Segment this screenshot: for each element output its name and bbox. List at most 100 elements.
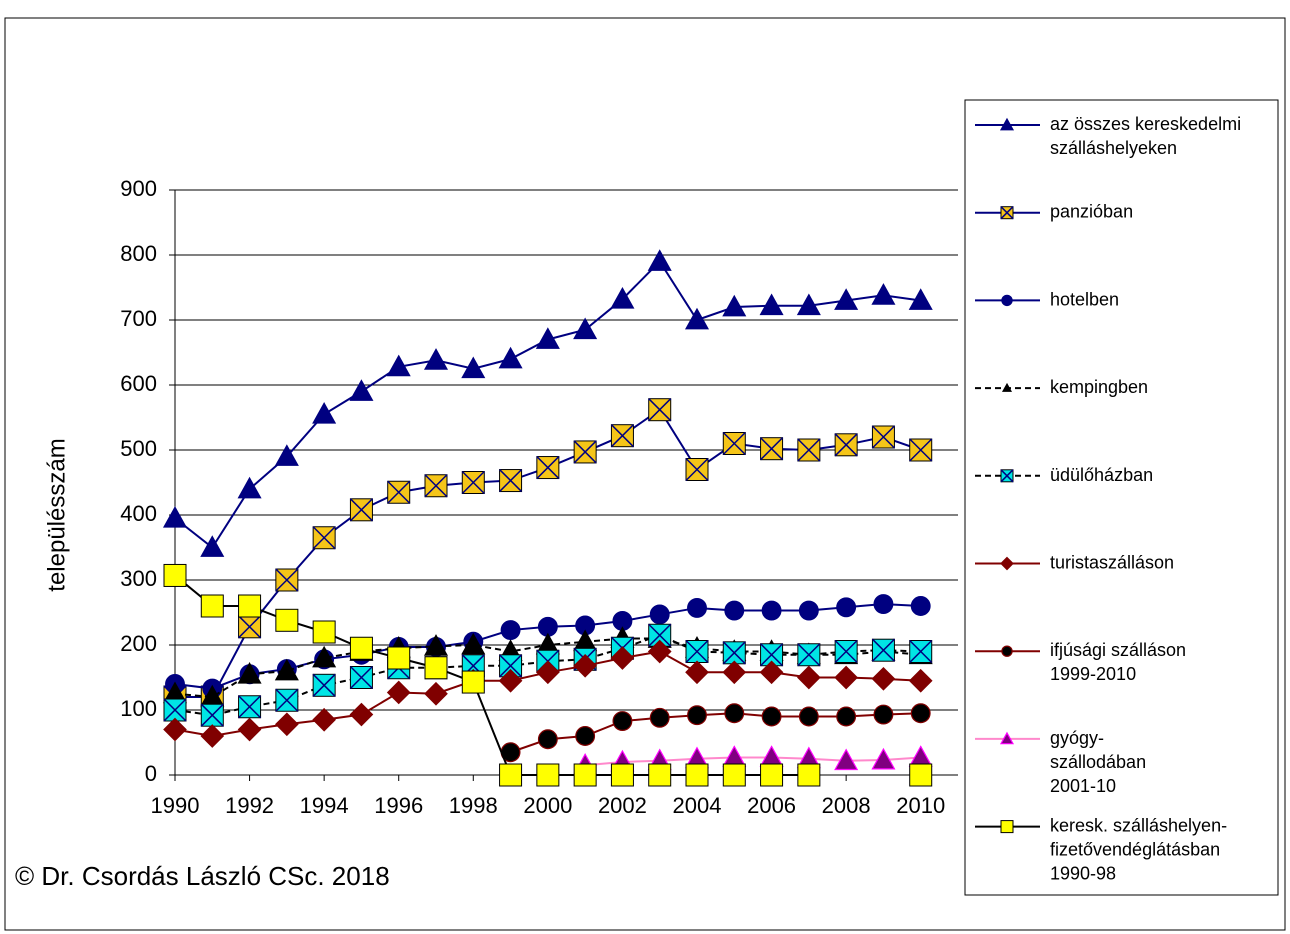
marker	[834, 748, 859, 771]
marker	[424, 474, 448, 498]
marker	[999, 731, 1015, 745]
marker-cross	[797, 438, 821, 462]
marker	[163, 698, 187, 722]
marker	[797, 763, 821, 787]
marker	[612, 711, 633, 732]
marker	[685, 660, 709, 685]
marker	[724, 703, 745, 724]
marker	[1001, 382, 1013, 392]
marker-cross	[312, 673, 336, 697]
marker	[573, 653, 597, 678]
marker	[237, 476, 262, 499]
marker	[461, 632, 486, 655]
marker	[237, 717, 262, 742]
marker-cross	[685, 639, 709, 664]
marker-box	[610, 763, 634, 787]
marker	[759, 293, 784, 316]
marker	[275, 608, 299, 632]
marker	[499, 469, 523, 493]
marker-cross	[871, 638, 895, 662]
marker-cross	[499, 654, 523, 678]
marker	[908, 668, 933, 693]
marker	[871, 638, 895, 662]
marker	[162, 506, 188, 528]
frame	[4, 17, 1286, 931]
x-tick-label: 1996	[374, 793, 423, 818]
legend-label: ifjúsági szálláson 1999-2010	[1050, 640, 1186, 684]
marker	[649, 707, 670, 728]
legend-label: üdülőházban	[1050, 465, 1153, 485]
marker-cross	[349, 498, 373, 522]
marker	[238, 594, 262, 618]
marker	[834, 639, 858, 664]
marker	[238, 695, 262, 719]
legend-label: turistaszálláson	[1050, 552, 1174, 572]
marker-cross	[163, 698, 187, 722]
y-tick-label: 300	[120, 566, 157, 591]
legend-label: kempingben	[1050, 377, 1148, 397]
marker	[461, 470, 485, 495]
marker	[724, 600, 745, 621]
marker	[1000, 469, 1014, 483]
marker	[610, 286, 635, 309]
marker-cross	[648, 398, 672, 422]
marker-box	[200, 594, 224, 618]
marker	[759, 660, 784, 685]
marker	[499, 763, 523, 787]
marker	[537, 729, 558, 750]
marker	[536, 456, 560, 480]
marker-box	[722, 763, 746, 787]
marker-box	[499, 763, 523, 787]
marker-cross	[312, 526, 336, 550]
marker	[423, 634, 449, 656]
marker-box	[387, 646, 411, 670]
marker	[909, 438, 933, 462]
marker	[498, 346, 523, 369]
marker-cross	[1000, 469, 1014, 483]
y-tick-label: 200	[120, 631, 157, 656]
marker	[275, 568, 299, 592]
marker-box	[424, 656, 448, 680]
marker	[722, 641, 746, 665]
x-tick-label: 1992	[225, 793, 274, 818]
marker	[685, 763, 709, 787]
legend-label: hotelben	[1050, 289, 1119, 309]
marker	[687, 705, 707, 726]
marker	[573, 763, 597, 787]
marker	[461, 670, 485, 694]
marker	[573, 440, 597, 464]
marker-cross	[909, 438, 933, 462]
x-tick-label: 2006	[747, 793, 796, 818]
marker	[909, 639, 933, 664]
marker	[684, 307, 710, 330]
marker-cross	[238, 695, 262, 719]
marker	[500, 742, 521, 763]
marker	[1000, 820, 1014, 834]
marker	[871, 747, 896, 770]
marker	[536, 660, 560, 685]
marker	[722, 660, 747, 685]
marker	[424, 656, 448, 680]
legend-label: az összes kereskedelmi szálláshelyeken	[1050, 114, 1241, 158]
marker	[200, 703, 224, 727]
marker	[836, 706, 857, 727]
marker	[910, 703, 931, 724]
marker	[722, 745, 747, 767]
y-tick-label: 600	[120, 371, 157, 396]
marker-cross	[238, 615, 262, 639]
y-tick-label: 800	[120, 241, 157, 266]
marker	[648, 623, 672, 647]
marker	[798, 706, 819, 727]
marker	[386, 680, 411, 705]
marker	[647, 249, 672, 271]
marker-cross	[1000, 206, 1014, 220]
y-tick-label: 500	[120, 436, 157, 461]
marker-cross	[387, 480, 411, 504]
marker	[836, 597, 857, 618]
marker-cross	[461, 470, 485, 495]
marker	[648, 398, 672, 422]
marker	[797, 665, 821, 690]
marker	[536, 763, 560, 787]
marker	[908, 288, 933, 310]
marker-cross	[685, 457, 709, 482]
